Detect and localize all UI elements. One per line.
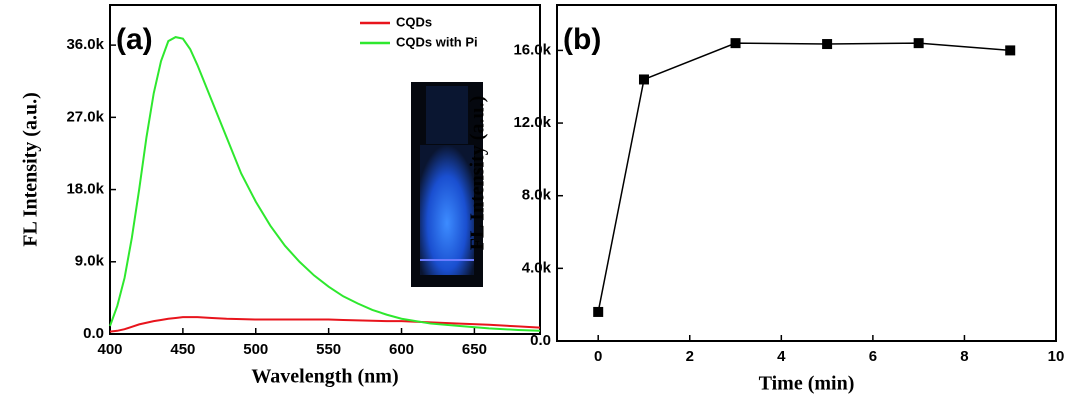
y-tick-label: 9.0k <box>75 253 105 270</box>
legend-label: CQDs with Pi <box>396 34 478 49</box>
x-tick-label: 0 <box>594 348 602 365</box>
plot-frame <box>109 4 541 335</box>
x-tick-label: 6 <box>869 348 877 365</box>
data-point <box>638 74 649 85</box>
x-tick-label: 2 <box>686 348 694 365</box>
y-tick-label: 4.0k <box>522 259 552 276</box>
x-axis-title: Time (min) <box>759 373 855 395</box>
x-tick-label: 500 <box>243 341 268 358</box>
data-point <box>593 306 604 317</box>
y-axis-title: FL Intensity (a.u.) <box>20 92 42 246</box>
data-line <box>597 42 1011 313</box>
y-axis-title: FL Intensity (a.u.) <box>467 96 489 250</box>
x-tick-label: 4 <box>777 348 786 365</box>
y-tick-label: 36.0k <box>66 36 104 53</box>
x-tick-label: 8 <box>960 348 968 365</box>
y-tick-label: 0.0 <box>83 325 104 342</box>
x-tick-label: 10 <box>1048 348 1065 365</box>
y-tick-label: 16.0k <box>513 41 551 58</box>
panel-label: (b) <box>563 23 601 56</box>
x-tick-label: 650 <box>462 341 487 358</box>
panel-label: (a) <box>116 23 153 56</box>
x-tick-label: 550 <box>316 341 341 358</box>
x-axis-title: Wavelength (nm) <box>251 366 398 388</box>
plot-frame <box>556 4 1057 342</box>
data-point <box>1005 45 1016 56</box>
data-point <box>913 38 924 49</box>
x-tick-label: 600 <box>389 341 414 358</box>
x-tick-label: 400 <box>97 341 122 358</box>
y-tick-label: 27.0k <box>66 108 104 125</box>
legend-label: CQDs <box>396 14 432 29</box>
x-tick-label: 450 <box>170 341 195 358</box>
data-line <box>109 36 541 332</box>
y-tick-label: 12.0k <box>513 114 551 131</box>
data-point <box>822 39 833 50</box>
cuvette-photo <box>411 82 483 287</box>
y-tick-label: 0.0 <box>530 332 551 349</box>
data-point <box>730 38 741 49</box>
y-tick-label: 18.0k <box>66 181 104 198</box>
y-tick-label: 8.0k <box>522 187 552 204</box>
data-line <box>109 316 541 333</box>
